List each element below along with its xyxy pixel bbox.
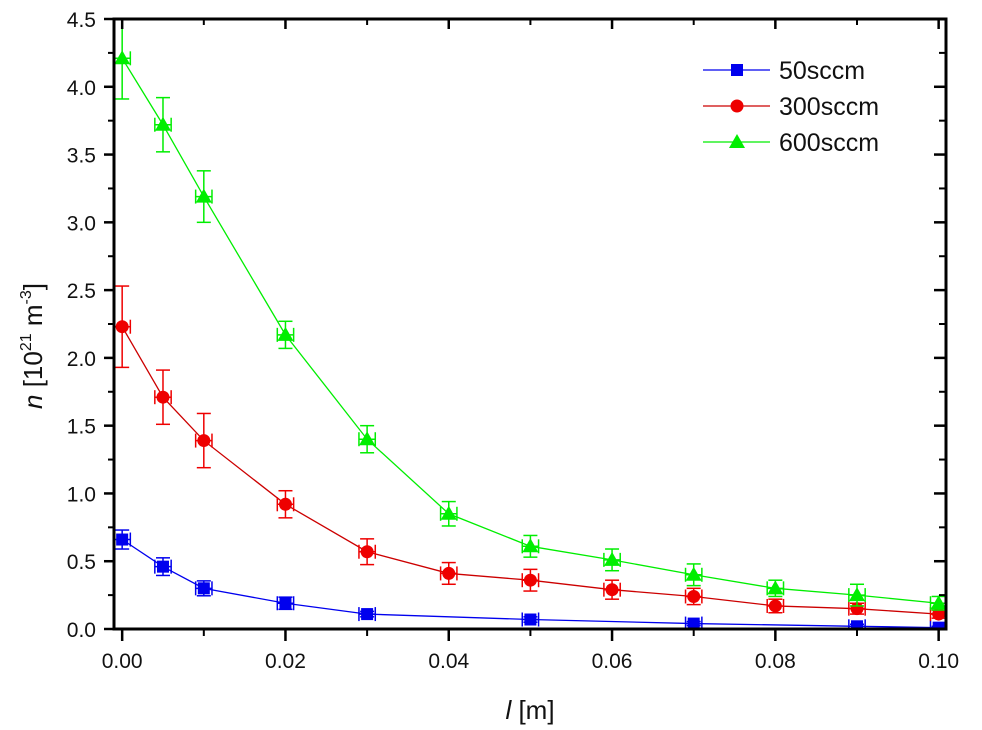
y-tick-label: 3.0 [67, 212, 96, 235]
data-point [154, 116, 171, 131]
data-point [115, 320, 129, 334]
data-point [930, 595, 946, 610]
y-tick-label: 0.5 [67, 551, 96, 574]
y-tick-label: 2.5 [67, 280, 96, 303]
x-tick-label: 0.06 [592, 650, 633, 673]
y-tick-label: 1.5 [67, 416, 96, 439]
legend-label: 50sccm [779, 57, 865, 85]
series-line [121, 326, 939, 615]
data-point [523, 573, 537, 587]
data-point [360, 545, 374, 559]
y-axis-var: n [18, 395, 48, 409]
data-point [279, 597, 292, 610]
data-point [197, 582, 210, 595]
axes-layer: 0.00 0.02 0.04 0.06 0.08 0.10 0.0 0.5 1.0 1.5 2.0 2… [67, 9, 959, 673]
data-point [197, 434, 211, 448]
y-axis-sup-b: -3 [18, 290, 35, 304]
data-point [849, 587, 866, 602]
x-axis-unit: [m] [511, 695, 554, 725]
data-point [522, 538, 539, 553]
legend-label: 600sccm [779, 129, 879, 157]
x-tick-label: 0.00 [102, 650, 143, 673]
data-point [440, 505, 457, 520]
legend-marker-circle-icon [730, 99, 744, 113]
data-point [156, 560, 169, 573]
x-axis-title: l [m] [505, 695, 554, 725]
data-point [605, 583, 619, 597]
legend: 50sccm 300sccm 600sccm [703, 57, 879, 157]
series-600sccm [114, 19, 946, 611]
x-tick-label: 0.04 [428, 650, 469, 673]
legend-item: 600sccm [703, 129, 879, 157]
data-point [278, 497, 292, 511]
y-tick-label: 3.5 [67, 145, 96, 168]
data-point [524, 613, 537, 626]
data-point [851, 620, 864, 629]
y-tick-label: 0.0 [67, 619, 96, 642]
data-point [932, 607, 946, 621]
data-point [277, 326, 294, 341]
x-tick-label: 0.10 [918, 650, 959, 673]
y-axis-title: n [1021 m-3] [18, 283, 48, 409]
data-point [687, 589, 701, 603]
data-point [442, 566, 456, 580]
data-point [687, 617, 700, 629]
legend-item: 300sccm [703, 93, 879, 121]
data-point [767, 580, 784, 595]
data-point [768, 599, 782, 613]
data-point [685, 566, 702, 581]
data-point [361, 608, 374, 621]
data-point [116, 533, 129, 546]
data-point [114, 50, 131, 65]
series-300sccm [114, 285, 946, 622]
y-axis-text-a: [10 [18, 351, 48, 394]
legend-marker-triangle-icon [729, 134, 745, 148]
data-point [604, 551, 621, 566]
data-point [195, 188, 212, 203]
legend-marker-square-icon [731, 64, 743, 76]
y-tick-label: 4.0 [67, 77, 96, 100]
y-tick-label: 1.0 [67, 483, 96, 506]
data-point [932, 621, 945, 629]
x-axis-var: l [505, 695, 512, 725]
data-point [359, 431, 376, 446]
x-tick-label: 0.02 [265, 650, 306, 673]
y-tick-label: 4.5 [67, 9, 96, 32]
y-axis-text-c: ] [18, 283, 48, 290]
series-line [121, 57, 939, 604]
y-axis-text-b: m [18, 304, 48, 333]
x-tick-label: 0.08 [755, 650, 796, 673]
y-tick-label: 2.0 [67, 348, 96, 371]
legend-item: 50sccm [703, 57, 865, 85]
y-axis-sup-a: 21 [18, 333, 35, 351]
legend-label: 300sccm [779, 93, 879, 121]
data-point [156, 390, 170, 404]
series-layer [114, 19, 946, 629]
